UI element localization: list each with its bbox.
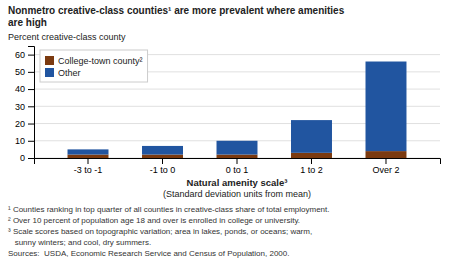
x-axis-title: (Standard deviation units from mean) [163,189,311,199]
y-tick-mark [28,55,34,56]
y-tick: 40 [15,84,34,94]
bar [68,155,109,158]
bar [142,155,183,158]
x-tick: 0 to 1 [226,158,249,175]
y-axis-title: Percent creative-class county [8,32,126,42]
annotation: ³ Scale scores based on topographic vari… [8,227,312,236]
legend-item: Other [45,68,81,78]
y-tick-label: 10 [15,136,25,146]
y-tick: 0 [20,153,34,163]
y-tick-label: 0 [20,153,25,163]
legend-box [40,50,148,82]
x-tick-mark [88,158,89,164]
annotation: Sources: USDA, Economic Research Service… [8,249,289,258]
x-tick-label: 1 to 2 [300,165,323,175]
x-tick: 1 to 2 [300,158,323,175]
y-tick-label: 20 [15,119,25,129]
bar [68,149,109,154]
legend-swatch [45,56,54,65]
chart: Nonmetro creative-class counties¹ are mo… [0,0,450,270]
bar [142,146,183,155]
legend-label: Other [58,68,81,78]
annotation: sunny winters; and cool, dry summers. [8,238,151,247]
x-tick-label: -3 to -1 [74,165,103,175]
y-tick-mark [28,106,34,107]
y-tick-mark [28,72,34,73]
y-tick: 60 [15,50,34,60]
y-tick-mark [28,124,34,125]
x-tick-mark [311,158,312,164]
x-tick-label: 0 to 1 [226,165,249,175]
y-tick-label: 30 [15,102,25,112]
y-axis-line [28,47,35,159]
y-tick: 20 [15,119,34,129]
x-tick-label: -1 to 0 [150,165,176,175]
y-tick: 30 [15,102,34,112]
x-tick-mark [237,158,238,164]
y-tick: 50 [15,67,34,77]
x-tick-mark [385,158,386,164]
bar [217,141,258,155]
y-tick-mark [28,158,34,159]
y-tick-label: 40 [15,84,25,94]
title: Nonmetro creative-class counties¹ are mo… [8,5,345,28]
bar [366,62,407,152]
legend-swatch [45,68,54,77]
x-tick: Over 2 [372,158,399,175]
legend-item: College-town county² [45,56,143,66]
bar [366,151,407,158]
x-axis: -3 to -1 -1 to 0 0 to 1 1 to 2 Over 2 [35,158,441,175]
x-tick: -1 to 0 [150,158,176,175]
x-axis-title: Natural amenity scale³ [187,177,288,188]
legend-label: College-town county² [58,56,143,66]
y-axis: 0 10 20 30 40 50 60 [15,47,35,164]
legend: College-town county² Other [40,50,148,82]
title-line: are high [8,17,47,28]
title-line: Nonmetro creative-class counties¹ are mo… [8,5,345,16]
x-tick-label: Over 2 [372,165,399,175]
x-tick: -3 to -1 [74,158,103,175]
bar [217,155,258,158]
y-tick-label: 50 [15,67,25,77]
bar [291,120,332,153]
annotation: ² Over 10 percent of population age 18 a… [8,216,300,225]
y-tick-mark [28,89,34,90]
annotation: ¹ Counties ranking in top quarter of all… [8,205,330,214]
x-axis-line [35,159,441,165]
x-tick-mark [162,158,163,164]
y-tick-mark [28,141,34,142]
y-tick-label: 60 [15,50,25,60]
y-tick: 10 [15,136,34,146]
bar [291,153,332,158]
